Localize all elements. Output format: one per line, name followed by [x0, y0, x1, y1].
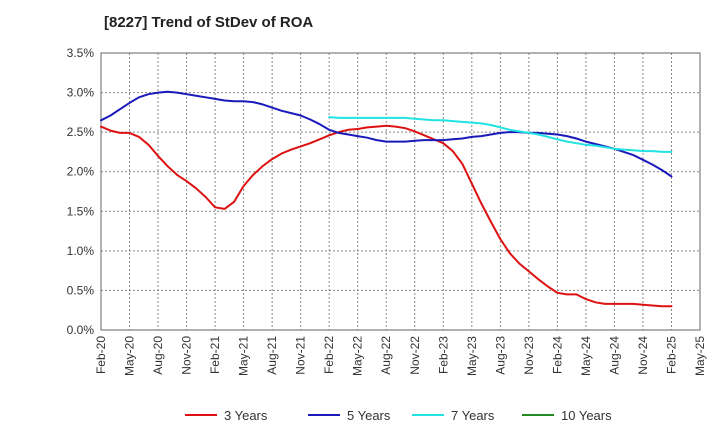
x-tick-label: Feb-25	[664, 336, 678, 374]
series-line-7-years	[328, 116, 673, 153]
chart-title: [8227] Trend of StDev of ROA	[104, 14, 314, 31]
axis-layer: 0.0% 0.5% 1.0% 1.5% 2.0% 2.5% 3.0% 3.5% Feb-20 Ma…	[67, 46, 707, 376]
legend-label-7-years: 7 Years	[451, 408, 495, 423]
x-tick-label: May-20	[123, 336, 137, 376]
x-tick-label: May-25	[693, 336, 707, 376]
x-tick-label: Feb-20	[94, 336, 108, 374]
plot-frame	[100, 52, 701, 331]
series-layer	[100, 90, 673, 308]
y-tick-label: 3.0%	[67, 86, 95, 100]
x-tick-label: Feb-24	[550, 336, 564, 374]
series-line-3-years	[100, 124, 673, 308]
y-tick-label: 1.0%	[67, 244, 95, 258]
x-tick-label: May-23	[465, 336, 479, 376]
legend-layer: 3 Years 5 Years 7 Years 10 Years	[185, 408, 612, 423]
y-tick-label: 2.5%	[67, 125, 95, 139]
x-tick-label: Feb-23	[436, 336, 450, 374]
x-tick-label: Nov-21	[294, 336, 308, 375]
y-tick-label: 0.5%	[67, 283, 95, 297]
x-tick-label: Aug-20	[151, 336, 165, 375]
x-tick-label: Aug-24	[607, 336, 621, 375]
x-tick-label: Nov-22	[408, 336, 422, 375]
y-tick-label: 0.0%	[67, 323, 95, 337]
x-tick-label: Feb-22	[322, 336, 336, 374]
x-tick-label: May-21	[237, 336, 251, 376]
x-tick-label: Nov-24	[636, 336, 650, 375]
x-tick-label: Aug-21	[265, 336, 279, 375]
y-tick-label: 2.0%	[67, 165, 95, 179]
y-tick-label: 1.5%	[67, 204, 95, 218]
x-tick-label: Aug-23	[493, 336, 507, 375]
x-tick-label: May-22	[351, 336, 365, 376]
series-line-5-years	[100, 90, 673, 178]
y-tick-label: 3.5%	[67, 46, 95, 60]
legend-label-3-years: 3 Years	[224, 408, 268, 423]
x-tick-label: May-24	[579, 336, 593, 376]
legend-label-10-years: 10 Years	[561, 408, 612, 423]
legend-label-5-years: 5 Years	[347, 408, 391, 423]
x-tick-label: Aug-22	[379, 336, 393, 375]
x-tick-label: Nov-20	[180, 336, 194, 375]
x-tick-label: Nov-23	[522, 336, 536, 375]
x-tick-label: Feb-21	[208, 336, 222, 374]
